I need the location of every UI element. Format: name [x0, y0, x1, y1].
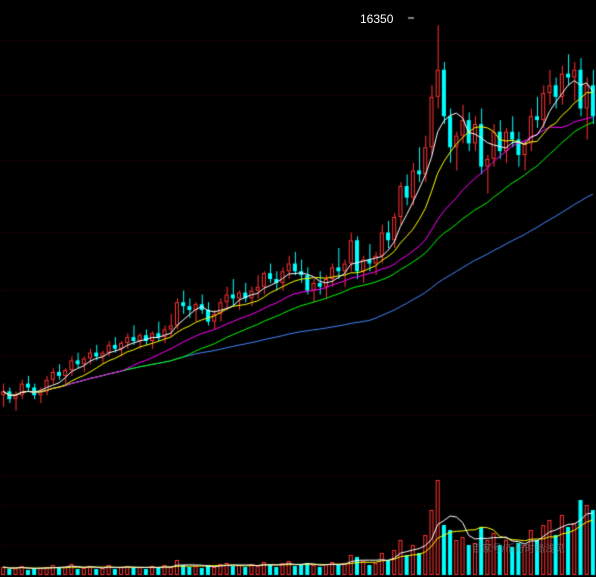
candlestick-chart[interactable]: 16350 百家号/币分时局浅见	[0, 0, 596, 577]
chart-canvas	[0, 0, 596, 577]
